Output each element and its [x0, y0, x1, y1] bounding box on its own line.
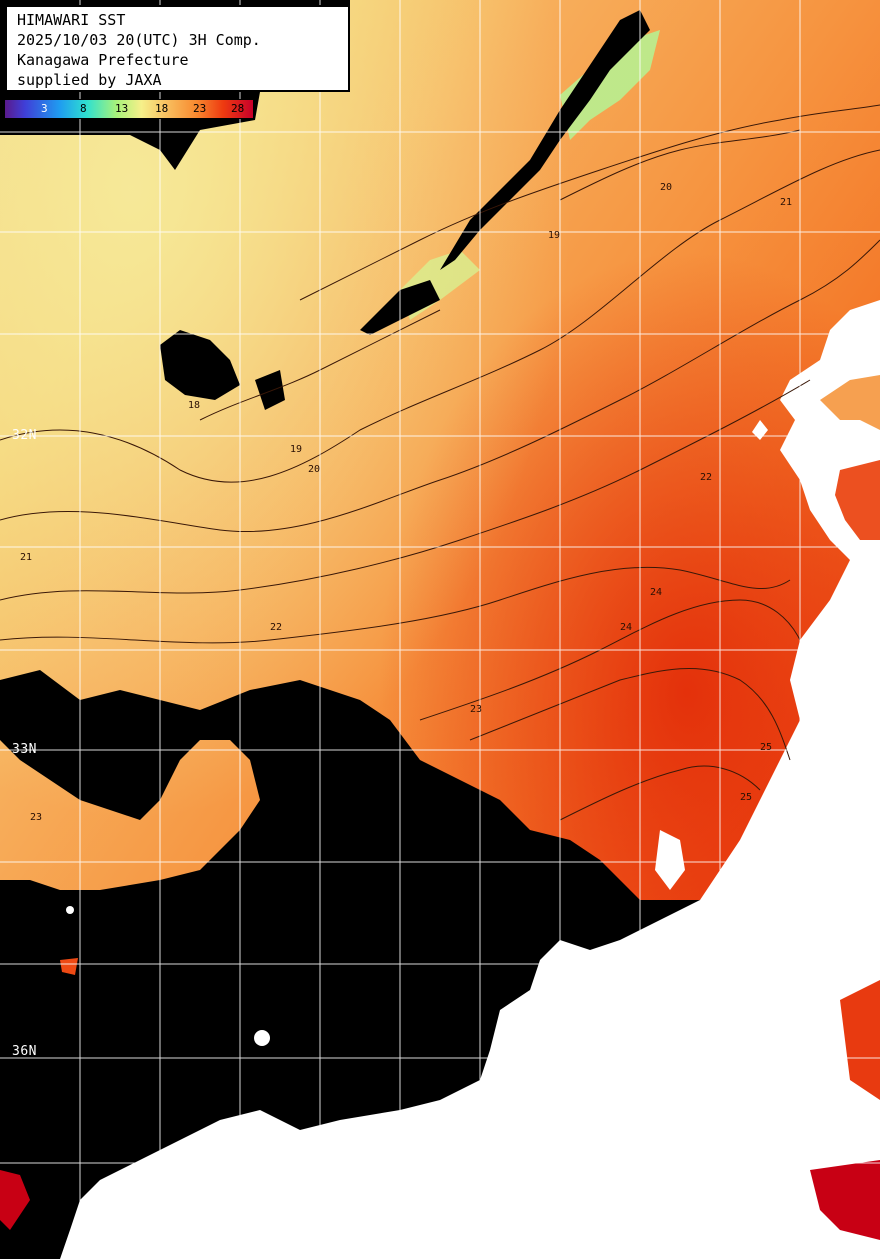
isotherm-lines: [0, 104, 880, 821]
red-speckle-sw: [0, 1170, 30, 1230]
warm-patch-east: [840, 980, 880, 1100]
temperature-colorbar: 3 8 13 18 23 28: [4, 99, 254, 119]
lat-label: 32N: [12, 428, 37, 443]
isotherm-label: 22: [700, 472, 712, 483]
isotherm-label: 22: [270, 622, 282, 633]
region-name: Kanagawa Prefecture: [17, 51, 189, 69]
data-credit: supplied by JAXA: [17, 71, 162, 89]
isotherm-label: 25: [740, 792, 752, 803]
isotherm-label: 19: [290, 444, 302, 455]
isotherm-label: 25: [760, 742, 772, 753]
colorbar-tick: 13: [115, 102, 129, 115]
red-speckle-se: [810, 1160, 880, 1240]
warm-patch-sw: [60, 958, 78, 975]
product-title: HIMAWARI SST: [17, 11, 126, 29]
observation-datetime: 2025/10/03 20(UTC) 3H Comp.: [17, 31, 261, 49]
colorbar-tick: 3: [41, 102, 48, 115]
isotherm-label: 20: [660, 182, 672, 193]
colorbar-tick: 18: [155, 102, 169, 115]
land: [60, 300, 880, 1259]
isotherm-label: 20: [308, 464, 320, 475]
isotherm-label: 18: [188, 400, 200, 411]
isotherm-label: 23: [30, 812, 42, 823]
colorbar-tick: 28: [231, 102, 245, 115]
map-info-box: HIMAWARI SST 2025/10/03 20(UTC) 3H Comp.…: [5, 5, 350, 92]
isotherm-label: 23: [470, 704, 482, 715]
isotherm-label: 21: [20, 552, 32, 563]
lat-label: 36N: [12, 1044, 37, 1059]
colorbar-tick: 23: [193, 102, 207, 115]
colorbar-tick: 8: [80, 102, 87, 115]
isotherm-label: 24: [650, 587, 662, 598]
cold-coastal-band: [560, 30, 660, 140]
isotherm-label: 21: [780, 197, 792, 208]
isotherm-labels: 18 19 20 21 22 23 24 25 19 20 21 22 23 2…: [20, 182, 792, 823]
isotherm-label: 19: [548, 230, 560, 241]
lat-label: 33N: [12, 742, 37, 757]
isotherm-label: 24: [620, 622, 632, 633]
